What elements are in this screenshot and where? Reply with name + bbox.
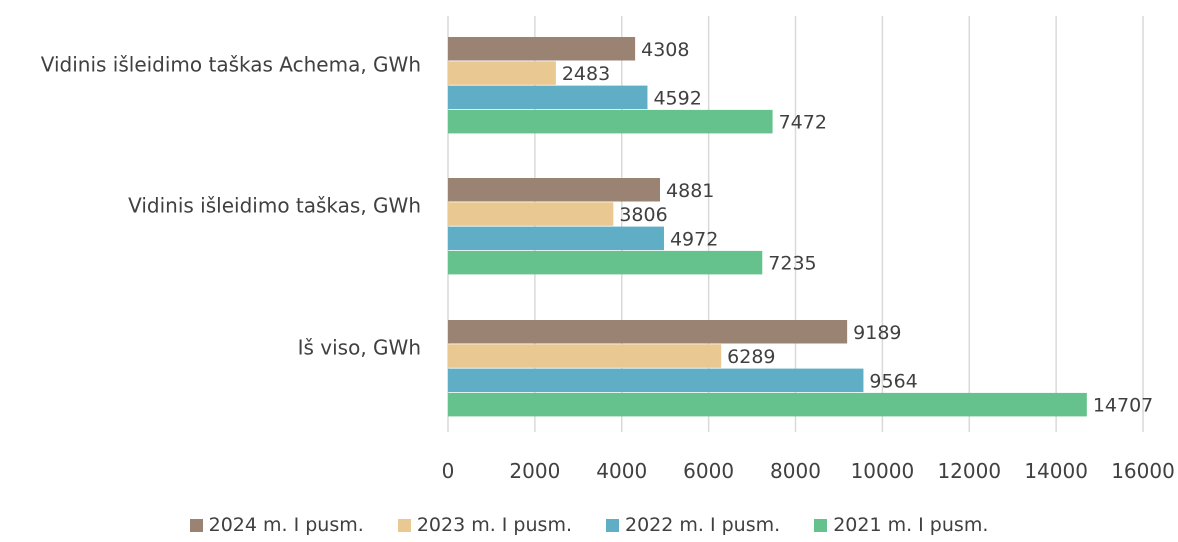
legend-swatch-2024 (189, 518, 203, 532)
legend: 2024 m. I pusm. 2023 m. I pusm. 2022 m. … (0, 514, 1178, 536)
x-tick-label: 12000 (937, 459, 1001, 483)
bar-value-label: 2483 (562, 63, 610, 85)
gridlines (447, 16, 1144, 432)
x-tick-label: 16000 (1111, 459, 1175, 483)
bar-value-label: 4881 (666, 180, 714, 202)
legend-swatch-2021 (814, 518, 828, 532)
bar (448, 250, 763, 275)
bar-value-label: 14707 (1093, 395, 1153, 417)
bar (448, 37, 636, 61)
category-label: Vidinis išleidimo taškas Achema, GWh (41, 53, 421, 77)
bar-value-label: 7472 (779, 112, 827, 134)
x-tick-label: 6000 (683, 459, 734, 483)
legend-label-2021: 2021 m. I pusm. (833, 514, 989, 536)
bar (448, 109, 773, 134)
bar-value-label: 4308 (641, 39, 689, 61)
x-tick-label: 8000 (770, 459, 821, 483)
x-axis-ticks: 0 2000 4000 6000 8000 10000 12000 14000 16000 (442, 459, 1175, 483)
bar-value-label: 3806 (619, 204, 667, 226)
bar-value-label: 4972 (670, 228, 718, 250)
bars (448, 37, 1087, 417)
legend-item-2024: 2024 m. I pusm. (189, 514, 364, 536)
bar (448, 392, 1087, 417)
bar (448, 368, 864, 393)
x-tick-label: 0 (442, 459, 455, 483)
legend-label-2024: 2024 m. I pusm. (208, 514, 364, 536)
legend-swatch-2022 (606, 518, 619, 532)
legend-label-2022: 2022 m. I pusm. (625, 514, 781, 536)
bar-value-label: 9564 (869, 370, 917, 392)
bar (448, 344, 722, 368)
legend-item-2023: 2023 m. I pusm. (397, 514, 572, 536)
bar (448, 61, 556, 85)
x-tick-label: 4000 (596, 459, 647, 483)
bar-value-label: 4592 (653, 87, 701, 109)
category-label: Vidinis išleidimo taškas, GWh (128, 194, 421, 218)
legend-swatch-2023 (397, 518, 411, 532)
bar-value-label: 7235 (768, 253, 816, 275)
legend-item-2021: 2021 m. I pusm. (814, 514, 988, 536)
bar (448, 85, 648, 110)
x-tick-label: 14000 (1024, 459, 1088, 483)
category-labels: Vidinis išleidimo taškas Achema, GWh Vidi… (41, 53, 421, 360)
bar (448, 202, 614, 226)
x-tick-label: 2000 (509, 459, 560, 483)
legend-label-2023: 2023 m. I pusm. (416, 514, 572, 536)
bar (448, 226, 664, 251)
bar (448, 320, 848, 344)
category-label: Iš viso, GWh (298, 336, 421, 360)
bar-value-label: 6289 (727, 346, 775, 368)
bar (448, 178, 661, 202)
bar-value-label: 9189 (853, 322, 901, 344)
legend-item-2022: 2022 m. I pusm. (606, 514, 780, 536)
x-tick-label: 10000 (851, 459, 915, 483)
